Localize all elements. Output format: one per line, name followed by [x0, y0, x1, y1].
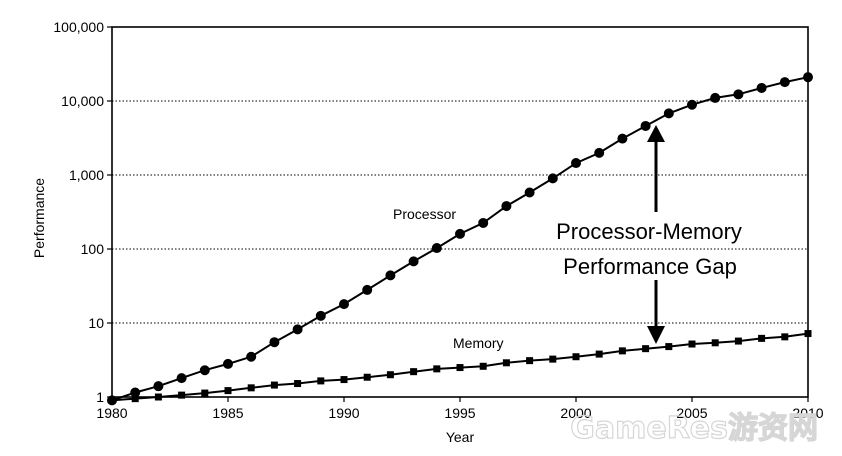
processor-point	[756, 82, 767, 93]
processor-point	[130, 387, 141, 398]
memory-point	[108, 396, 116, 404]
memory-point	[363, 373, 371, 381]
y-tick-label: 1,000	[69, 167, 104, 183]
memory-point	[711, 339, 719, 347]
x-tick-label: 1990	[328, 405, 359, 421]
x-tick-label: 2010	[792, 405, 823, 421]
x-tick-label: 1980	[96, 405, 127, 421]
memory-point	[386, 371, 394, 379]
memory-point	[502, 359, 510, 367]
processor-point	[478, 217, 489, 228]
memory-point	[781, 333, 789, 341]
y-axis-ticks: 1 10 100 1,000 10,000 100,000	[53, 19, 112, 405]
processor-point	[501, 201, 512, 212]
memory-point	[224, 387, 232, 395]
memory-series	[108, 330, 812, 404]
memory-point	[595, 350, 603, 358]
gap-annotation-line1: Processor-Memory	[556, 219, 742, 244]
memory-point	[549, 355, 557, 363]
processor-point	[153, 381, 164, 392]
gap-arrow-down-head	[647, 326, 665, 344]
processor-point	[292, 324, 303, 335]
memory-point	[526, 357, 534, 365]
gap-annotation-line2: Performance Gap	[563, 254, 737, 279]
processor-point	[524, 187, 535, 198]
memory-point	[154, 393, 162, 401]
processor-point	[617, 133, 628, 144]
memory-series-label: Memory	[453, 335, 504, 351]
y-tick-label: 10	[88, 315, 104, 331]
memory-point	[317, 377, 325, 385]
x-tick-label: 2000	[560, 405, 591, 421]
gap-arrow-up-head	[647, 125, 665, 142]
processor-point	[223, 358, 233, 369]
processor-point	[547, 173, 558, 184]
memory-point	[270, 381, 278, 389]
gap-annotation: Processor-Memory Performance Gap	[556, 125, 742, 344]
memory-point	[131, 395, 139, 403]
memory-point	[804, 330, 812, 338]
processor-point	[385, 270, 396, 281]
processor-point	[269, 337, 280, 348]
processor-series	[107, 72, 813, 406]
memory-point	[665, 343, 673, 351]
y-axis-title: Performance	[31, 178, 47, 258]
processor-point	[594, 147, 605, 158]
y-tick-label: 1	[96, 389, 104, 405]
processor-point	[779, 77, 790, 88]
processor-point	[408, 256, 419, 267]
processor-point	[246, 351, 257, 362]
x-tick-label: 1995	[444, 405, 475, 421]
grid-lines	[112, 100, 808, 324]
memory-point	[688, 340, 696, 348]
memory-point	[201, 389, 209, 397]
memory-point	[758, 334, 766, 342]
x-axis-ticks: 1980 1985 1990 1995 2000 2005 2010	[96, 397, 824, 421]
processor-point	[663, 108, 674, 119]
memory-point	[294, 380, 302, 388]
y-tick-label: 100,000	[53, 19, 104, 35]
processor-point	[640, 120, 651, 131]
x-tick-label: 1985	[212, 405, 243, 421]
processor-point	[733, 89, 744, 100]
series-layer	[107, 72, 813, 406]
x-tick-label: 2005	[676, 405, 707, 421]
processor-point	[455, 228, 465, 239]
processor-point	[199, 365, 210, 376]
processor-series-label: Processor	[393, 206, 456, 222]
processor-point	[571, 158, 581, 169]
processor-point	[687, 99, 697, 110]
processor-point	[176, 373, 187, 384]
memory-point	[618, 347, 626, 355]
memory-point	[247, 384, 255, 392]
memory-point	[642, 345, 650, 353]
memory-point	[340, 376, 348, 384]
memory-point	[479, 362, 487, 370]
processor-point	[431, 243, 442, 254]
memory-point	[410, 368, 418, 376]
processor-point	[362, 284, 373, 295]
memory-point	[178, 391, 186, 399]
memory-point	[572, 353, 580, 361]
memory-point	[433, 365, 441, 373]
processor-point	[315, 310, 326, 321]
watermark-text: GameRes游资网	[570, 411, 818, 446]
processor-point	[339, 299, 349, 310]
x-axis-title: Year	[446, 429, 475, 445]
y-tick-label: 100	[81, 241, 105, 257]
processor-point	[803, 72, 813, 83]
memory-point	[734, 337, 742, 345]
y-tick-label: 10,000	[61, 93, 104, 109]
memory-point	[456, 364, 464, 372]
processor-point	[710, 92, 721, 103]
